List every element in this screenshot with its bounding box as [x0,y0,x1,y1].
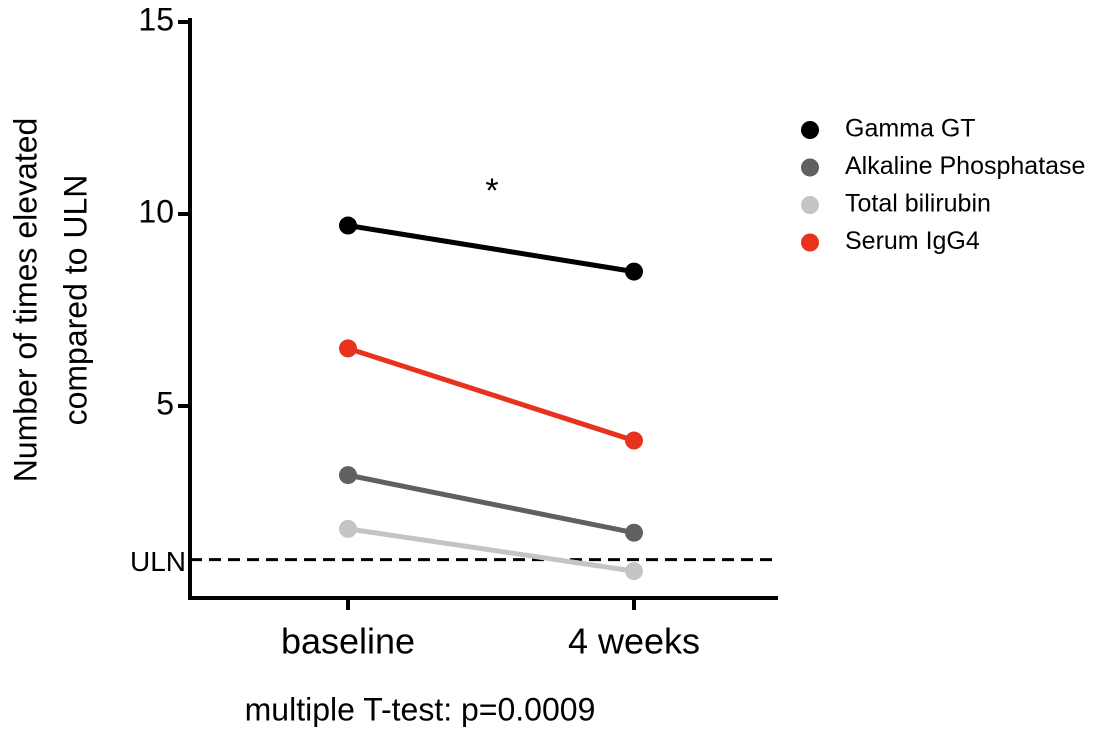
significance-marker: * [485,172,498,210]
test-note: multiple T-test: p=0.0009 [245,691,596,727]
legend-label: Total bilirubin [845,190,991,218]
legend-marker [801,196,819,214]
data-point [339,339,357,358]
series-line [347,223,635,275]
reference-label: ULN [130,546,186,577]
series-line [347,526,635,574]
data-point [339,519,357,538]
x-tick-label: baseline [281,621,415,662]
data-point [625,431,643,450]
y-tick-label: 10 [138,193,174,229]
y-axis-title: Number of times elevated [7,118,43,483]
data-point [625,523,643,542]
legend-label: Gamma GT [845,115,976,143]
legend-label: Alkaline Phosphatase [845,152,1085,180]
y-axis-title: compared to ULN [57,175,93,426]
series-line [347,346,635,443]
y-tick-label: 5 [156,385,174,421]
legend-marker [801,121,819,139]
data-point [339,466,357,485]
legend-marker [801,158,819,177]
x-tick-label: 4 weeks [568,621,700,662]
series-line [347,472,635,536]
data-point [625,262,643,281]
legend-label: Serum IgG4 [845,227,980,255]
legend-marker [801,233,819,252]
y-tick-label: 15 [138,1,174,37]
data-point [625,562,643,581]
data-point [339,216,357,235]
